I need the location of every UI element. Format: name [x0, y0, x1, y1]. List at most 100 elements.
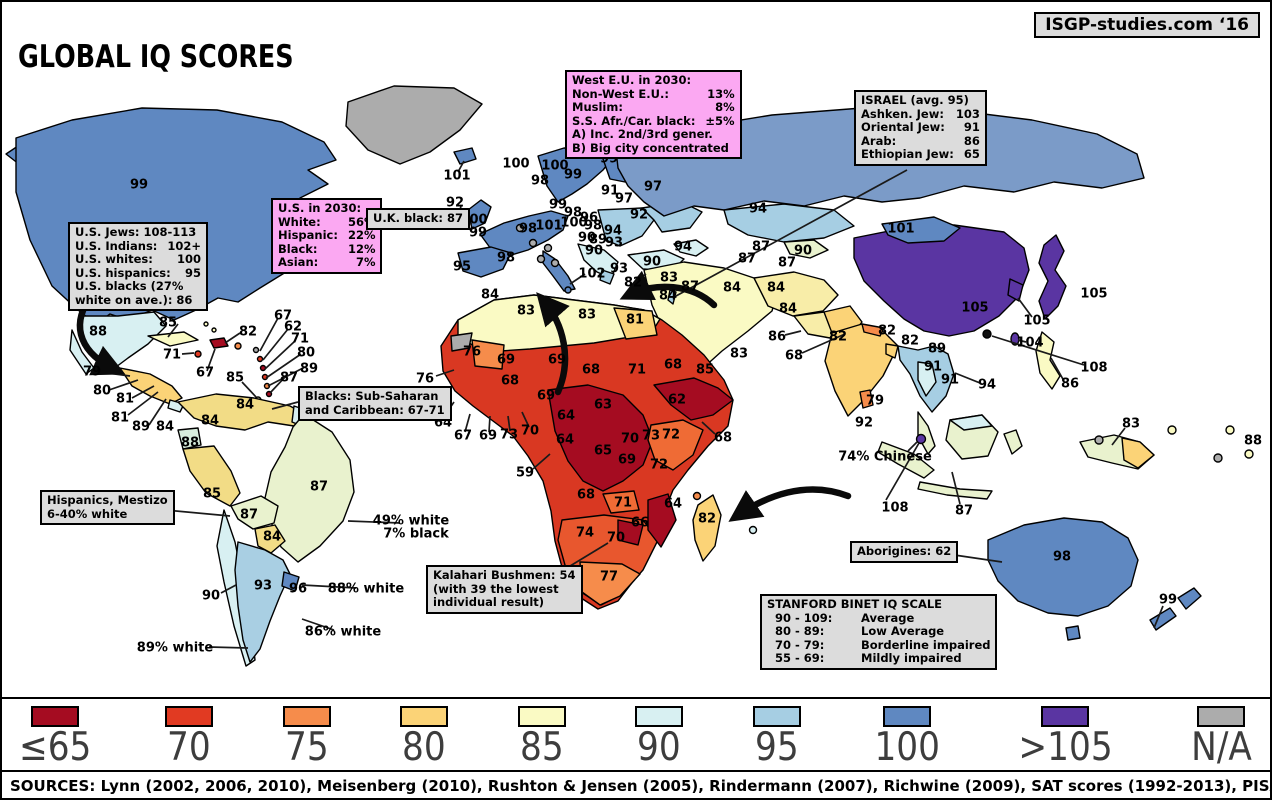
map-label: 63 [593, 397, 613, 413]
map-label: 72 [649, 457, 669, 473]
region-greenland [345, 85, 483, 165]
map-label: 92 [854, 415, 874, 431]
map-label: 85 [158, 315, 178, 331]
map-label: 92 [445, 195, 465, 211]
region-nepal [861, 323, 885, 337]
region-uruguay [281, 571, 300, 592]
map-label: 85 [695, 362, 715, 378]
leader-line [954, 372, 981, 384]
map-label: 94 [748, 201, 768, 217]
legend-item: N/A [1187, 706, 1256, 769]
map-label: 89% white [136, 640, 214, 656]
leader-line [269, 375, 287, 394]
region-korea [1007, 278, 1024, 302]
region-peru [182, 445, 241, 507]
leader-line [127, 391, 159, 416]
region-cuba [147, 331, 199, 347]
map-label: 68 [581, 362, 601, 378]
city-dot [550, 258, 560, 268]
leader-line [1153, 605, 1164, 629]
map-label: 87 [680, 279, 700, 295]
legend-item: 100 [870, 706, 944, 769]
legend: ≤65 70 75 80 85 90 95 100 >105 N/A [2, 699, 1272, 770]
legend-item: 70 [164, 706, 214, 769]
indian-ocean-dot [692, 491, 702, 501]
map-label: 82 [900, 333, 920, 349]
world-map: West E.U. in 2030: Non-West E.U.: 13% Musli… [2, 2, 1270, 699]
leader-line [1017, 339, 1027, 343]
antilles-dot [256, 355, 264, 363]
region-iberia [457, 246, 512, 278]
legend-item: 75 [282, 706, 332, 769]
map-label: 88% white [327, 581, 405, 597]
annotation-west-eu-2030: West E.U. in 2030: Non-West E.U.: 13% Musli… [565, 70, 742, 160]
map-label: 101 [535, 218, 563, 234]
map-label: 68 [663, 357, 683, 373]
map-label: 69 [478, 428, 498, 444]
map-label: 81 [110, 410, 130, 426]
legend-label: 70 [167, 725, 211, 770]
region-tasmania [1065, 625, 1081, 641]
map-label: 99 [548, 197, 568, 213]
map-label: 98 [530, 173, 550, 189]
map-label: 59 [515, 465, 535, 481]
map-label: 105 [961, 300, 989, 316]
map-label: 71 [627, 362, 647, 378]
map-label: 87 [239, 507, 259, 523]
map-label: 70 [606, 530, 626, 546]
map-label: 73 [641, 428, 661, 444]
map-label: 84 [778, 301, 798, 317]
legend-label: >105 [1018, 725, 1113, 770]
map-label: 87 [279, 370, 299, 386]
region-bolivia [230, 495, 279, 530]
map-label: 81 [625, 312, 645, 328]
map-label: 88 [1243, 433, 1263, 449]
map-labels-layer: 9998888582716779808181898485676271808987… [2, 2, 1270, 697]
map-label: 98 [583, 218, 603, 234]
map-label: 84 [722, 280, 742, 296]
map-label: 105 [1080, 286, 1108, 302]
region-paraguay [254, 524, 286, 554]
leader-line [991, 335, 1085, 366]
map-label: 7% black [383, 526, 449, 542]
map-label: 86 [767, 329, 787, 345]
map-label: 74% Chinese [838, 449, 932, 465]
map-label: 90 [201, 588, 221, 604]
map-label: 99 [1158, 592, 1178, 608]
annotation-us-jews: U.S. Jews: 108-113 U.S. Indians: 102+ U.S. … [68, 222, 209, 312]
map-label: 49% white [372, 513, 450, 529]
region-mali [471, 339, 505, 370]
map-label: 67 [453, 428, 473, 444]
city-dot [515, 223, 525, 233]
map-label: 98 [563, 205, 583, 221]
map-label: 84 [480, 287, 500, 303]
map-label: 99 [468, 225, 488, 241]
map-label: 64 [663, 496, 683, 512]
region-central-africa [547, 384, 654, 492]
map-label: 79 [82, 364, 102, 380]
map-label: 96 [579, 210, 599, 226]
leader-line [464, 413, 471, 433]
map-label: 89 [131, 419, 151, 435]
map-label: 98 [1052, 549, 1072, 565]
pacific-dot [1094, 435, 1104, 445]
map-label: 62 [283, 319, 303, 335]
map-label: 83 [659, 270, 679, 286]
region-philippines [1035, 331, 1061, 390]
leader-line [435, 369, 455, 377]
leader-line [148, 398, 167, 426]
leader-line [1111, 427, 1126, 446]
map-label: 101 [887, 221, 915, 237]
map-label: 67 [195, 365, 215, 381]
region-horn-of-africa [653, 377, 734, 421]
annotation-us-2030: U.S. in 2030: White: 56% Hispanic: 22% Black:… [271, 198, 383, 274]
region-israel [667, 289, 677, 305]
map-label: 99 [563, 167, 583, 183]
map-label: 69 [617, 452, 637, 468]
region-zambia [602, 490, 640, 514]
map-label: 97 [643, 179, 663, 195]
region-puerto-rico [234, 342, 242, 350]
legend-item: 95 [752, 706, 802, 769]
pacific-dot [1213, 453, 1223, 463]
region-java [917, 481, 993, 500]
